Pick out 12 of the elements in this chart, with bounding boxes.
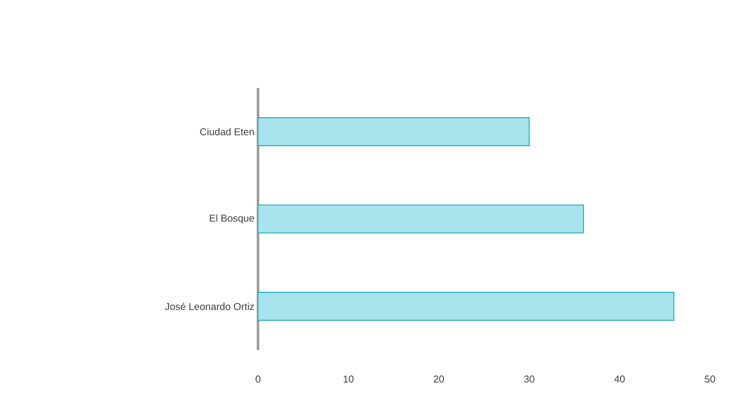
x-tick-label: 10 [344, 376, 354, 383]
bar [258, 117, 530, 146]
x-tick-label: 40 [614, 376, 625, 383]
bar [258, 292, 674, 321]
bar [258, 204, 584, 234]
x-tick-label: 0 [256, 376, 260, 383]
x-tick-label: 30 [524, 376, 534, 383]
x-tick-label: 20 [434, 376, 444, 383]
y-tick-label: El Bosque [210, 214, 254, 224]
y-tick-label: Ciudad Eten [200, 128, 254, 136]
x-tick-label: 50 [704, 376, 716, 383]
y-tick-label: José Leonardo Ortiz [164, 302, 254, 310]
